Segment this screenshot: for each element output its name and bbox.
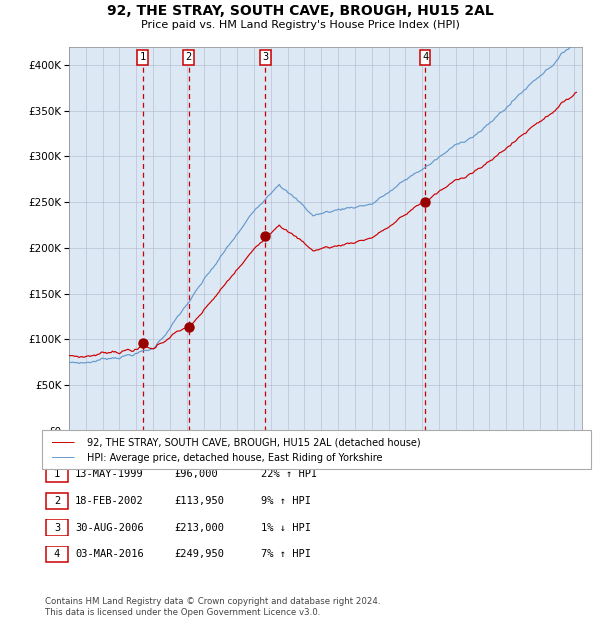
Text: ———: ———	[52, 436, 74, 449]
Text: Contains HM Land Registry data © Crown copyright and database right 2024.
This d: Contains HM Land Registry data © Crown c…	[45, 598, 380, 617]
Text: £213,000: £213,000	[174, 523, 224, 533]
FancyBboxPatch shape	[46, 493, 68, 509]
Text: 3: 3	[262, 52, 268, 62]
Text: 3: 3	[54, 523, 60, 533]
Text: 1: 1	[139, 52, 146, 62]
Text: 22% ↑ HPI: 22% ↑ HPI	[261, 469, 317, 479]
Text: Price paid vs. HM Land Registry's House Price Index (HPI): Price paid vs. HM Land Registry's House …	[140, 20, 460, 30]
Text: HPI: Average price, detached house, East Riding of Yorkshire: HPI: Average price, detached house, East…	[87, 453, 383, 463]
Text: 92, THE STRAY, SOUTH CAVE, BROUGH, HU15 2AL (detached house): 92, THE STRAY, SOUTH CAVE, BROUGH, HU15 …	[87, 438, 421, 448]
Text: 7% ↑ HPI: 7% ↑ HPI	[261, 549, 311, 559]
Text: ———: ———	[52, 451, 74, 464]
Text: 9% ↑ HPI: 9% ↑ HPI	[261, 496, 311, 506]
Text: 1% ↓ HPI: 1% ↓ HPI	[261, 523, 311, 533]
Text: 2: 2	[54, 496, 60, 506]
Text: 18-FEB-2002: 18-FEB-2002	[75, 496, 144, 506]
Text: 92, THE STRAY, SOUTH CAVE, BROUGH, HU15 2AL: 92, THE STRAY, SOUTH CAVE, BROUGH, HU15 …	[107, 4, 493, 19]
Text: 4: 4	[54, 549, 60, 559]
FancyBboxPatch shape	[46, 520, 68, 536]
Text: £96,000: £96,000	[174, 469, 218, 479]
FancyBboxPatch shape	[46, 546, 68, 562]
Text: 03-MAR-2016: 03-MAR-2016	[75, 549, 144, 559]
Text: 4: 4	[422, 52, 428, 62]
Text: £249,950: £249,950	[174, 549, 224, 559]
Text: 30-AUG-2006: 30-AUG-2006	[75, 523, 144, 533]
Text: 2: 2	[185, 52, 192, 62]
Text: 13-MAY-1999: 13-MAY-1999	[75, 469, 144, 479]
Text: £113,950: £113,950	[174, 496, 224, 506]
Text: 1: 1	[54, 469, 60, 479]
FancyBboxPatch shape	[46, 466, 68, 482]
